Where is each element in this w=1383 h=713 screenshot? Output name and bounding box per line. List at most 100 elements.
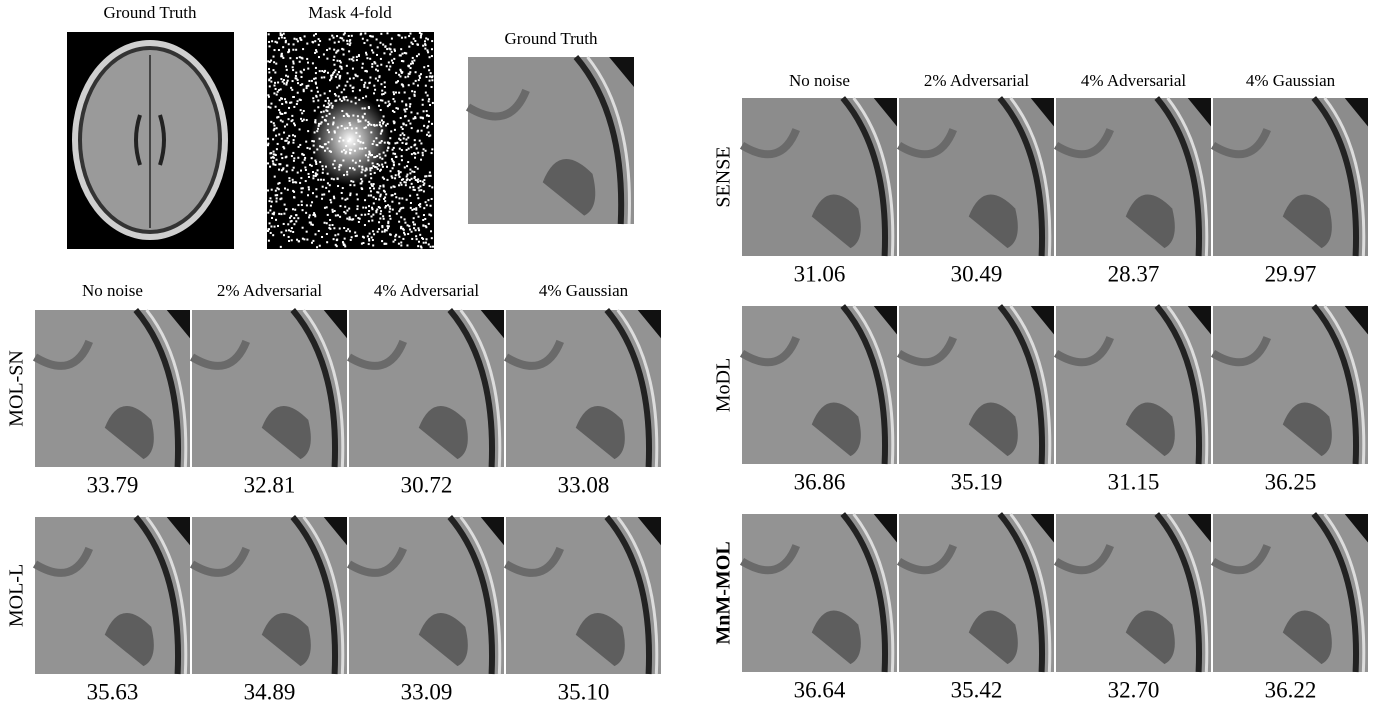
mri-patch xyxy=(349,517,504,674)
mask-sample xyxy=(337,233,339,235)
mask-sample xyxy=(393,91,395,93)
mask-sample xyxy=(275,135,277,137)
column-label: 2% Adversarial xyxy=(924,71,1030,90)
mri-patch xyxy=(349,310,504,467)
mask-sample xyxy=(301,112,303,114)
mask-sample xyxy=(391,177,393,179)
mask-sample xyxy=(413,227,415,229)
mask-sample xyxy=(299,61,301,63)
mask-sample xyxy=(285,75,287,77)
mask-sample xyxy=(329,184,331,186)
mask-sample xyxy=(274,82,276,84)
mask-sample xyxy=(308,216,310,218)
mask-sample xyxy=(431,123,433,125)
mask-sample xyxy=(381,90,383,92)
mask-sample xyxy=(291,115,293,117)
mask-sample xyxy=(398,236,400,238)
mask-sample xyxy=(351,35,353,37)
mask-sample xyxy=(408,46,410,48)
mask-sample xyxy=(283,223,285,225)
mask-sample xyxy=(272,234,274,236)
mask-sample xyxy=(319,245,321,247)
mask-sample xyxy=(288,236,290,238)
mask-sample xyxy=(292,208,294,210)
mask-sample xyxy=(285,230,287,232)
mask-sample xyxy=(269,107,271,109)
mask-sample xyxy=(391,38,393,40)
mask-sample xyxy=(304,159,306,161)
mask-sample xyxy=(370,190,372,192)
mask-sample xyxy=(277,225,279,227)
mask-sample xyxy=(274,164,276,166)
mask-sample xyxy=(314,40,316,42)
mask-sample xyxy=(400,216,402,218)
mask-sample xyxy=(387,105,389,107)
mask-sample xyxy=(278,37,280,39)
mask-sample xyxy=(280,153,282,155)
mask-sample xyxy=(306,87,308,89)
mask-sample xyxy=(361,67,363,69)
mask-sample xyxy=(329,38,331,40)
mask-sample xyxy=(271,201,273,203)
mask-sample xyxy=(302,227,304,229)
mask-sample xyxy=(402,132,404,134)
mask-sample xyxy=(400,126,402,128)
mask-sample xyxy=(327,97,329,99)
mask-sample xyxy=(363,86,365,88)
figure: Ground Truth Mask 4-fold Ground Truth No… xyxy=(0,0,1383,713)
mask-sample xyxy=(272,160,274,162)
mask-sample xyxy=(317,169,319,171)
mask-sample xyxy=(349,230,351,232)
mask-sample xyxy=(292,190,294,192)
mask-sample xyxy=(281,157,283,159)
mask-sample xyxy=(396,142,398,144)
mask-sample xyxy=(361,188,363,190)
psnr-value: 36.64 xyxy=(794,677,846,702)
mask-sample xyxy=(271,217,273,219)
column-label: 2% Adversarial xyxy=(217,281,323,300)
mask-sample xyxy=(268,200,270,202)
mask-sample xyxy=(336,245,338,247)
mask-sample xyxy=(304,35,306,37)
mask-sample xyxy=(326,233,328,235)
row-label: MnM-MOL xyxy=(713,541,735,644)
mask-sample xyxy=(423,148,425,150)
mri-patch xyxy=(742,514,897,672)
patch-bg xyxy=(1056,514,1211,672)
mask-sample xyxy=(299,99,301,101)
mask-sample xyxy=(409,172,411,174)
mask-sample xyxy=(279,163,281,165)
mask-sample xyxy=(355,215,357,217)
mask-sample xyxy=(273,61,275,63)
mask-sample xyxy=(428,135,430,137)
mask-sample xyxy=(419,32,421,34)
mask-sample xyxy=(313,35,315,37)
mask-sample xyxy=(393,164,395,166)
mask-sample xyxy=(333,64,335,66)
mask-sample xyxy=(377,46,379,48)
mask-sample xyxy=(373,187,375,189)
mask-sample xyxy=(312,171,314,173)
mask-sample xyxy=(277,116,279,118)
mask-sample xyxy=(391,60,393,62)
mask-sample xyxy=(275,219,277,221)
mask-sample xyxy=(394,129,396,131)
mask-sample xyxy=(417,245,419,247)
mask-sample xyxy=(392,209,394,211)
mask-sample xyxy=(310,222,312,224)
mask-sample xyxy=(400,244,402,246)
mask-sample xyxy=(334,42,336,44)
mask-sample xyxy=(278,133,280,135)
mask-sample xyxy=(315,175,317,177)
mask-sample xyxy=(400,182,402,184)
mask-sample xyxy=(295,49,297,51)
mask-sample xyxy=(271,189,273,191)
mask-sample xyxy=(292,66,294,68)
mask-sample xyxy=(366,57,368,59)
mask-sample xyxy=(369,58,371,60)
mask-sample xyxy=(280,231,282,233)
mask-sample xyxy=(291,220,293,222)
mask-sample xyxy=(414,153,416,155)
mask-sample xyxy=(337,214,339,216)
mask-sample xyxy=(394,100,396,102)
